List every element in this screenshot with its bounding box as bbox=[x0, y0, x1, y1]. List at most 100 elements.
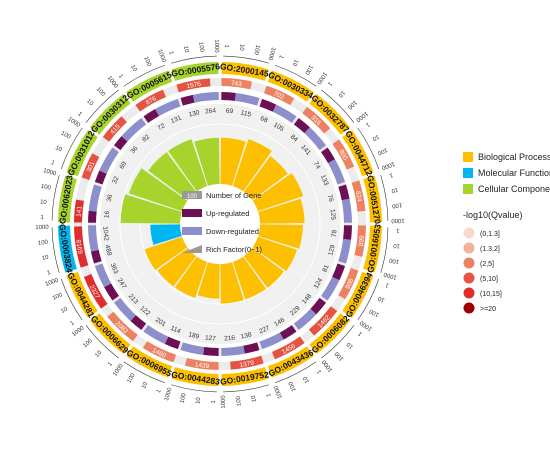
scale-tick-label: 1 bbox=[357, 330, 364, 337]
gene-count-label: 1576 bbox=[186, 81, 202, 91]
scale-tick-label: 1 bbox=[76, 111, 83, 118]
legend-category-swatch bbox=[463, 184, 473, 194]
scale-tick-label: 100 bbox=[334, 350, 346, 362]
scale-tick-label: 10 bbox=[41, 255, 49, 262]
scale-tick-label: 1 bbox=[388, 171, 394, 178]
term-id-label: GO:2000145 bbox=[219, 61, 269, 79]
gene-count-bar bbox=[221, 78, 252, 90]
up-count-label: 488 bbox=[103, 244, 112, 257]
scale-tick-label: 1 bbox=[69, 320, 76, 327]
up-regulated-bar bbox=[321, 147, 336, 164]
scale-tick-label: 10 bbox=[54, 145, 63, 154]
scale-axis bbox=[51, 227, 60, 273]
scale-tick-label: 1 bbox=[223, 44, 229, 48]
scale-tick-label: 100 bbox=[180, 392, 188, 404]
gene-count-bar bbox=[74, 226, 89, 268]
scale-tick-label: 100 bbox=[376, 146, 388, 156]
legend-category-label: Biological Process bbox=[478, 152, 550, 162]
down-count-label: 131 bbox=[170, 114, 183, 125]
gene-count-label: 1379 bbox=[239, 360, 255, 370]
scale-tick-label: 1 bbox=[47, 270, 53, 277]
gene-count-bar bbox=[302, 106, 331, 134]
count-track bbox=[74, 78, 366, 370]
gene-count-bar bbox=[74, 199, 84, 223]
up-count-label: 81 bbox=[321, 264, 330, 274]
up-count-label: 127 bbox=[205, 335, 217, 343]
scale-tick-label: 1000 bbox=[321, 358, 334, 373]
up-regulated-bar bbox=[90, 249, 102, 264]
term-category-segment bbox=[221, 62, 269, 81]
rich-factor-wedge bbox=[220, 137, 246, 186]
scale-tick-label: 10 bbox=[195, 396, 202, 404]
down-count-label: 69 bbox=[118, 160, 128, 170]
rich-factor-wedge bbox=[120, 194, 182, 224]
scale-tick-label: 100 bbox=[40, 184, 52, 192]
scale-tick-label: 1 bbox=[266, 392, 273, 398]
scale-axis bbox=[60, 278, 83, 321]
legend-up-regulated: Up-regulated bbox=[206, 209, 249, 218]
term-category-segment bbox=[342, 130, 374, 177]
scale-tick-label: 10 bbox=[141, 381, 150, 390]
term-category-segment bbox=[126, 346, 173, 378]
legend-swatch bbox=[182, 209, 202, 217]
up-regulated-bar bbox=[279, 325, 297, 340]
q-legend-label: (0,1.3] bbox=[480, 231, 500, 238]
center-disc bbox=[180, 184, 260, 264]
scale-tick-label: 1000 bbox=[391, 217, 405, 223]
up-regulated-bar bbox=[259, 98, 277, 112]
rich-factor-wedge bbox=[157, 247, 197, 287]
down-regulated-bar bbox=[221, 345, 245, 356]
scale-tick-label: 1000 bbox=[106, 75, 119, 90]
scale-tick-label: 100 bbox=[391, 201, 402, 208]
legend-swatch bbox=[182, 227, 202, 235]
up-count-label: 78 bbox=[331, 229, 339, 237]
gene-count-label: 800 bbox=[337, 149, 349, 162]
gene-count-bar bbox=[230, 355, 264, 370]
scale-tick-label: 1000 bbox=[359, 319, 374, 332]
q-legend-swatch bbox=[463, 257, 475, 269]
q-legend-swatch bbox=[463, 242, 475, 254]
updown-track bbox=[88, 92, 352, 356]
scale-tick-label: 1 bbox=[384, 281, 390, 288]
scale-axis bbox=[123, 64, 166, 87]
up-count-label: 68 bbox=[259, 115, 269, 124]
down-count-label: 105 bbox=[272, 122, 285, 134]
scale-tick-label: 1000 bbox=[42, 168, 57, 178]
gene-count-label: 141 bbox=[76, 205, 84, 217]
rich-factor-wedge bbox=[243, 156, 288, 201]
down-regulated-bar bbox=[121, 118, 147, 142]
rich-factor-wedge bbox=[232, 256, 267, 300]
scale-tick-label: 1000 bbox=[383, 270, 398, 280]
rich-factor-wedge bbox=[243, 247, 284, 288]
term-category-segment bbox=[363, 175, 382, 223]
scale-tick-label: 10 bbox=[251, 394, 258, 402]
gene-count-bar bbox=[338, 268, 359, 300]
scale-tick-label: 10 bbox=[182, 45, 189, 53]
term-id-label: GO:0051270 bbox=[365, 175, 383, 225]
scale-tick-label: 10 bbox=[60, 306, 69, 315]
up-count-label: 36 bbox=[129, 145, 139, 155]
up-count-label: 72 bbox=[157, 122, 167, 132]
gene-count-label: 876 bbox=[145, 95, 158, 107]
gene-count-bar bbox=[176, 78, 211, 93]
down-count-label: 201 bbox=[154, 317, 167, 329]
scale-tick-label: 10 bbox=[346, 340, 355, 349]
gene-count-label: 824 bbox=[354, 190, 363, 202]
down-count-label: 189 bbox=[188, 331, 201, 340]
scale-tick-label: 10 bbox=[390, 186, 398, 193]
up-regulated-bar bbox=[164, 336, 181, 350]
gene-count-bar bbox=[308, 306, 338, 336]
rich-factor-gridline bbox=[159, 163, 281, 285]
term-category-segment bbox=[309, 313, 351, 355]
gene-count-label: 743 bbox=[230, 80, 242, 88]
rich-factor-wedge bbox=[197, 262, 220, 299]
gene-count-bar bbox=[351, 180, 366, 212]
term-category-segment bbox=[342, 271, 374, 318]
up-count-label: 130 bbox=[188, 109, 201, 118]
scale-axis bbox=[223, 384, 269, 393]
down-regulated-bar bbox=[88, 184, 102, 212]
down-count-label: 82 bbox=[141, 133, 151, 143]
scale-tick-label: 1000 bbox=[45, 277, 60, 287]
